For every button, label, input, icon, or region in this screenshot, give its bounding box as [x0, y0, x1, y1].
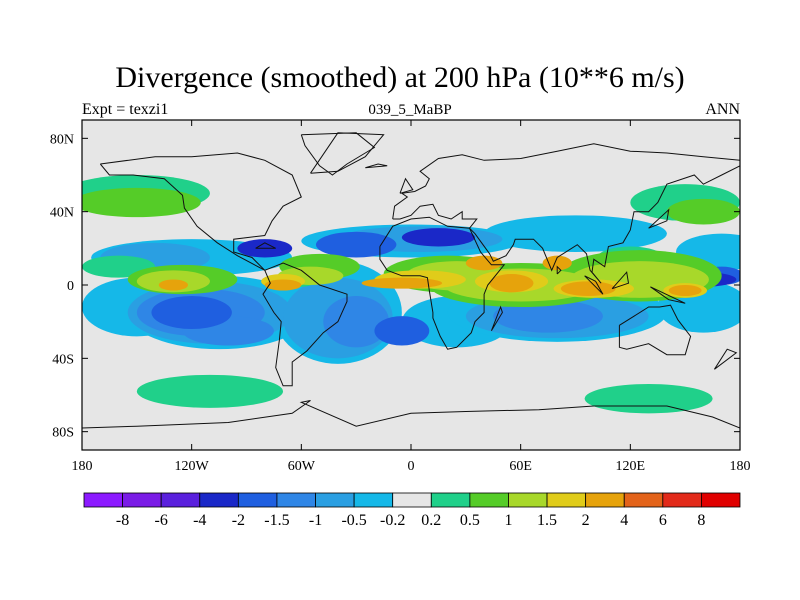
colorbar-box [662, 492, 702, 508]
x-tick-label: 60W [288, 459, 316, 474]
colorbar-box [122, 492, 162, 508]
colorbar-box [199, 492, 239, 508]
chart-title: Divergence (smoothed) at 200 hPa (10**6 … [115, 61, 685, 94]
coastline [262, 262, 348, 387]
contour-region [158, 279, 189, 291]
coastline [713, 348, 738, 370]
coastline [648, 208, 670, 229]
x-tick-label: 60E [509, 459, 532, 474]
colorbar-label: 1.5 [537, 512, 557, 529]
season-label: ANN [705, 101, 740, 118]
contour-region [374, 316, 430, 346]
contour-region [584, 384, 713, 414]
coastline [379, 216, 506, 350]
coastline [99, 152, 302, 271]
y-tick-label: 40S [52, 352, 74, 367]
colorbar-label: 1 [504, 512, 512, 529]
colorbar-label: -1 [309, 512, 322, 529]
contour-region [264, 279, 302, 291]
contour-region [401, 228, 475, 247]
contour-region [82, 187, 201, 218]
contour-region [323, 296, 390, 348]
y-tick-label: 80S [52, 426, 74, 441]
colorbar-box [315, 492, 355, 508]
colorbar-label: 0.2 [421, 512, 441, 529]
coastline [556, 265, 562, 275]
colorbar-label: 4 [620, 512, 628, 529]
coastline [392, 143, 740, 284]
experiment-label: Expt = texzi1 [82, 101, 169, 118]
coastlines [82, 132, 740, 429]
colorbar-box [353, 492, 394, 508]
colorbar-box [160, 492, 201, 508]
coastline [310, 132, 385, 174]
contour-region [315, 231, 397, 258]
colorbar-box [392, 492, 432, 508]
contour-region [560, 281, 616, 296]
colorbar-box [237, 492, 278, 508]
x-tick-label: 180 [730, 459, 751, 474]
colorbar-label: -1.5 [264, 512, 289, 529]
y-tick-label: 40N [50, 206, 74, 221]
colorbar-label: -2 [232, 512, 245, 529]
coastline [490, 305, 503, 332]
coastline [255, 242, 276, 249]
colorbar-box [546, 492, 587, 508]
coastline [82, 400, 740, 429]
y-tick-label: 80N [50, 132, 74, 147]
colorbar-box [469, 492, 509, 508]
x-tick-label: 0 [408, 459, 415, 474]
colorbar-box [276, 492, 316, 508]
colorbar-box [701, 492, 741, 508]
x-tick-label: 120E [616, 459, 646, 474]
colorbar-box [508, 492, 548, 508]
coastline [618, 304, 692, 356]
colorbar-box [430, 492, 471, 508]
x-tick-label: 180 [72, 459, 93, 474]
contour-region [151, 296, 232, 329]
contour-region [493, 299, 603, 333]
contour-region [136, 374, 284, 408]
x-axis: 180 120W 60W 0 60E 120E 180 [72, 120, 751, 474]
coastline [399, 177, 414, 194]
colorbar-box [585, 492, 625, 508]
x-tick-label: 120W [175, 459, 210, 474]
contour-region [361, 277, 443, 289]
case-label: 039_5_MaBP [368, 102, 452, 118]
coastline [611, 271, 630, 290]
coastline [300, 132, 376, 176]
colorbar-label: 8 [697, 512, 705, 529]
colorbar-box [83, 492, 123, 508]
contour-fills [82, 175, 740, 414]
colorbar-label: 6 [659, 512, 667, 529]
colorbar-label: -4 [193, 512, 206, 529]
colorbar-label: 0.5 [460, 512, 480, 529]
colorbar-label: -8 [116, 512, 129, 529]
y-axis: 80N 40N 0 40S 80S [50, 132, 740, 441]
colorbar-label: -6 [155, 512, 168, 529]
contour-region [484, 215, 667, 253]
coastline [365, 163, 388, 169]
colorbar: -8 -6 -4 -2 -1.5 -1 -0.5 -0.2 0.2 0.5 1 1.5 2 4 6 8 [83, 492, 741, 529]
coastline [650, 286, 686, 304]
coastline [584, 275, 604, 295]
colorbar-box [623, 492, 664, 508]
colorbar-label: 2 [582, 512, 590, 529]
contour-region [465, 255, 503, 271]
colorbar-label: -0.5 [341, 512, 366, 529]
map-plot-area [81, 119, 741, 451]
contour-region [668, 285, 702, 296]
colorbar-label: -0.2 [380, 512, 405, 529]
y-tick-label: 0 [67, 279, 74, 294]
contour-region [489, 274, 534, 293]
contour-region [666, 198, 740, 225]
